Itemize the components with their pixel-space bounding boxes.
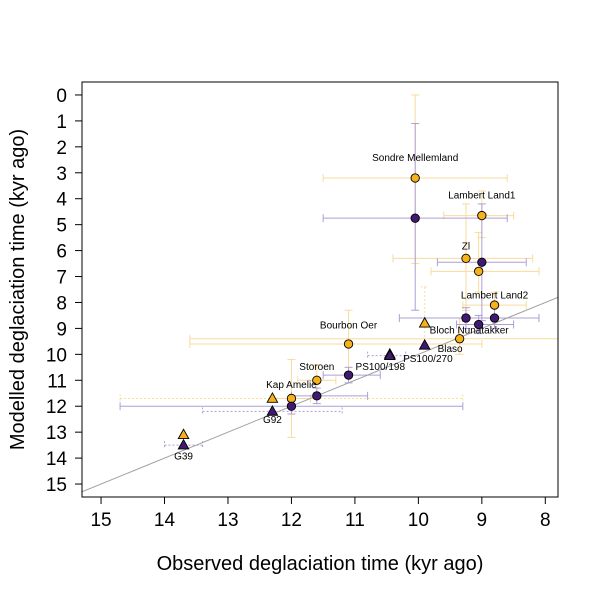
- point-label: Zl: [462, 241, 470, 252]
- data-point-triangle: [418, 338, 431, 350]
- y-tick-label: 1: [56, 112, 67, 133]
- x-tick-label: 10: [408, 510, 429, 531]
- x-tick-label: 14: [154, 510, 176, 531]
- point-label: Lambert Land1: [448, 191, 516, 202]
- x-tick-label: 13: [217, 510, 238, 531]
- y-tick-label: 6: [56, 242, 67, 263]
- point-labels: Sondre Mellemland Lambert Land1 Zl Lambert …: [174, 153, 529, 462]
- y-tick-label: 11: [47, 371, 67, 392]
- point-label: Lambert Land2: [461, 291, 529, 302]
- y-tick-label: 15: [46, 475, 67, 496]
- data-point-triangle: [418, 316, 431, 328]
- point-label: Kap Amelie: [266, 380, 317, 391]
- y-tick-label: 12: [46, 397, 67, 418]
- plot-frame: [81, 81, 559, 498]
- data-point-circle: [343, 339, 354, 349]
- point-label: Sondre Mellemland: [372, 153, 458, 164]
- data-point-circle: [286, 393, 297, 404]
- y-tick-label: 7: [56, 268, 67, 289]
- data-point-circle: [410, 173, 420, 183]
- x-axis-label: Observed deglaciation time (kyr ago): [157, 553, 484, 575]
- y-tick-label: 4: [56, 190, 67, 211]
- data-point-circle: [286, 401, 297, 411]
- y-tick-label: 10: [46, 345, 67, 366]
- data-point-circle: [312, 375, 322, 385]
- data-point-triangle: [177, 438, 190, 450]
- error-bar: [119, 394, 464, 403]
- y-tick-label: 8: [56, 293, 67, 314]
- data-point-triangle: [266, 404, 279, 416]
- data-point-circle: [312, 391, 322, 401]
- x-tick-label: 8: [540, 510, 551, 531]
- data-point-circle: [474, 266, 484, 276]
- data-point-circle: [477, 210, 487, 221]
- error-bar: [420, 286, 429, 345]
- x-tick-label: 15: [90, 510, 111, 531]
- x-tick-label: 11: [345, 510, 365, 531]
- data-point-circle: [454, 334, 465, 344]
- point-label: PS100/198: [356, 362, 406, 373]
- x-tick-label: 12: [281, 510, 302, 531]
- error-bar: [455, 314, 515, 335]
- point-label: G39: [174, 451, 193, 462]
- data-point-triangle: [177, 428, 190, 440]
- data-point-circle: [489, 313, 500, 323]
- error-bars: [119, 94, 558, 450]
- data-point-circle: [489, 300, 500, 310]
- point-label: Bourbon Oer: [320, 320, 378, 331]
- data-point-circle: [343, 370, 354, 380]
- x-tick-label: 9: [477, 510, 488, 531]
- data-point-circle: [474, 319, 484, 330]
- data-point-circle: [410, 213, 420, 223]
- data-point-circle: [477, 257, 487, 267]
- x-axis: 15 14 13 12 11 10 9 8: [90, 497, 551, 531]
- point-label: Blaso: [438, 344, 463, 355]
- point-label: Bloch Nunatakker: [430, 326, 510, 337]
- error-bar: [367, 351, 407, 360]
- y-tick-label: 2: [56, 138, 67, 159]
- y-tick-label: 9: [56, 319, 67, 340]
- data-point-circle: [461, 313, 471, 323]
- y-axis-label: Modelled deglaciation time (kyr ago): [7, 129, 29, 450]
- point-label: G92: [263, 415, 282, 426]
- data-point-circle: [461, 253, 471, 264]
- y-tick-label: 3: [56, 164, 67, 185]
- y-tick-label: 13: [46, 423, 67, 444]
- point-label: PS100/270: [403, 354, 453, 365]
- y-tick-label: 14: [46, 449, 68, 470]
- point-label: Storoen: [299, 362, 334, 373]
- y-tick-label: 0: [56, 86, 67, 107]
- y-tick-label: 5: [56, 216, 67, 237]
- data-point-triangle: [266, 392, 279, 403]
- data-points: [177, 173, 500, 450]
- data-point-triangle: [383, 349, 396, 360]
